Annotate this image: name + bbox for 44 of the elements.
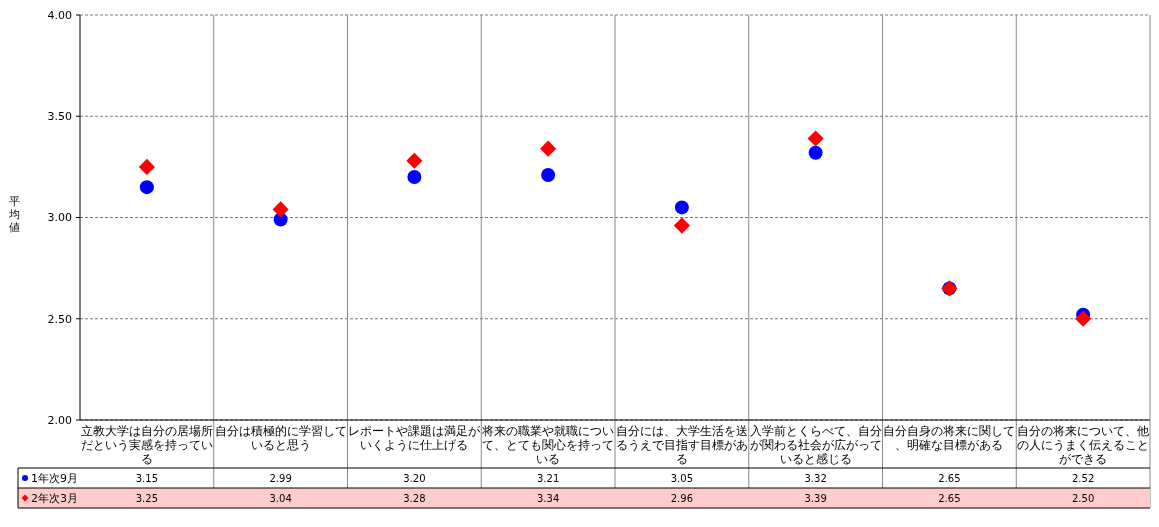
x-tick-label: 自分には、大学生活を送るうえで目指す目標がある: [615, 424, 748, 466]
data-label: 3.20: [403, 472, 426, 484]
data-label: 3.21: [536, 472, 560, 484]
point: [407, 170, 422, 184]
point: [406, 152, 423, 169]
data-label: 3.32: [804, 472, 827, 484]
point: [272, 201, 289, 218]
x-tick-label: 自分の将来について、他の人にうまく伝えることができる: [1017, 424, 1150, 466]
y-tick-label: 4.00: [47, 8, 72, 22]
point: [139, 180, 154, 195]
data-label: 3.04: [269, 492, 292, 504]
point: [808, 145, 823, 160]
legend-label: 1年次9月: [31, 471, 78, 485]
data-label: 2.52: [1071, 472, 1095, 484]
x-tick-label: 自分自身の将来に関して、明確な目標がある: [883, 424, 1016, 452]
data-label: 3.05: [670, 472, 694, 484]
point: [540, 140, 557, 157]
data-label: 3.15: [135, 472, 159, 484]
point: [807, 130, 824, 147]
point: [541, 167, 556, 182]
data-label: 3.39: [804, 492, 827, 504]
x-tick-label: 入学前とくらべて、自分が関わる社会が広がっていると感じる: [749, 424, 882, 466]
x-tick-label: レポートや課題は満足がいくように仕上げる: [348, 424, 482, 452]
x-tick-label: 立教大学は自分の居場所だという実感を持っている: [80, 424, 213, 466]
data-label: 2.99: [269, 472, 292, 484]
data-label: 2.65: [938, 492, 961, 504]
point: [1075, 310, 1092, 327]
y-tick-label: 3.00: [47, 211, 72, 225]
data-label: 2.50: [1071, 492, 1095, 504]
y-tick-label: 2.00: [47, 413, 72, 427]
y-tick-label: 3.50: [47, 110, 72, 124]
point: [674, 200, 689, 215]
legend-label: 2年次3月: [31, 491, 78, 505]
data-label: 2.65: [938, 472, 961, 484]
data-label: 3.28: [403, 492, 426, 504]
data-label: 2.96: [670, 492, 694, 504]
data-label: 3.34: [536, 492, 560, 504]
data-label: 3.25: [135, 492, 159, 504]
x-tick-label: 将来の職業や就職について、とても関心を持っている: [481, 424, 615, 466]
point: [138, 158, 155, 175]
y-tick-label: 2.50: [47, 312, 72, 326]
point: [673, 217, 690, 234]
x-tick-label: 自分は積極的に学習していると思う: [214, 424, 347, 452]
y-axis-title: 平均値: [7, 194, 20, 234]
